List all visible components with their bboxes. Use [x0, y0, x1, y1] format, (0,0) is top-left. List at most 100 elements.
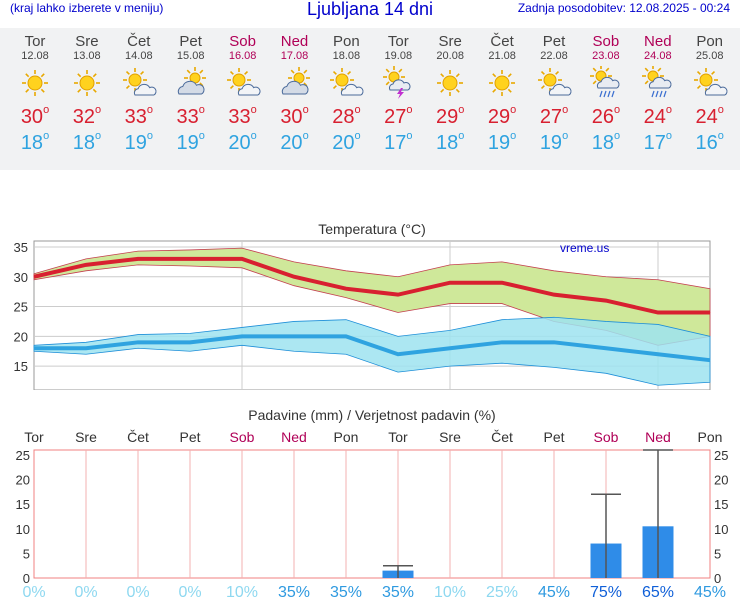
day-name: Pet [542, 33, 566, 50]
max-temperature-value: 24 [643, 106, 666, 128]
data-point [137, 258, 139, 260]
degree-mark: o [510, 104, 517, 116]
data-point [657, 312, 659, 314]
chart-title: Padavine (mm) / Verjetnost padavin (%) [248, 407, 495, 423]
max-temperature-value: 33 [176, 106, 199, 128]
x-tick-label: Pet [543, 429, 564, 445]
data-point [605, 347, 607, 349]
max-temperature-value: 33 [124, 106, 147, 128]
day-name: Sob [592, 33, 620, 50]
precipitation-chart: Padavine (mm) / Verjetnost padavin (%) To… [16, 407, 729, 600]
degree-mark: o [250, 130, 257, 142]
sun-cloud-icon [217, 66, 269, 102]
degree-mark: o [665, 104, 672, 116]
sun-cloud-icon [113, 66, 165, 102]
day-date: 14.08 [125, 50, 153, 62]
min-temperature-value: 20 [280, 132, 303, 154]
data-point [553, 294, 555, 296]
sunny-icon [476, 66, 528, 102]
sunny-icon [61, 66, 113, 102]
max-temperature-value: 27 [384, 106, 407, 128]
day-name: Čet [490, 33, 514, 50]
forecast-day: Čet 21.08 29o 19o [476, 28, 528, 158]
degree-mark: o [94, 104, 102, 116]
cloudy-icon [165, 66, 217, 102]
data-point [85, 264, 87, 266]
precipitation-probability: 10% [226, 584, 258, 600]
max-temperature-value: 29 [487, 106, 511, 128]
data-point [293, 335, 295, 337]
max-temperature-value: 33 [228, 106, 251, 128]
degree-mark: o [198, 130, 205, 142]
degree-mark: o [406, 104, 413, 116]
data-point [553, 341, 555, 343]
min-temperature: 17o [632, 130, 684, 158]
y-tick-label: 5 [23, 546, 30, 561]
data-point [657, 353, 659, 355]
day-date: 20.08 [436, 50, 464, 62]
x-tick-label: Pet [179, 429, 200, 445]
day-name: Sob [229, 33, 256, 50]
degree-mark: o [354, 104, 361, 116]
degree-mark: o [146, 104, 153, 116]
max-temperature: 29o [476, 104, 528, 132]
degree-mark: o [302, 130, 309, 142]
min-temperature: 17o [372, 130, 424, 158]
min-temperature-value: 16 [695, 132, 718, 154]
x-tick-label: Ned [645, 429, 671, 445]
x-tick-label: Sre [439, 429, 461, 445]
x-tick-label: Pon [334, 429, 359, 445]
sunny-icon [424, 66, 476, 102]
degree-mark: o [665, 130, 672, 142]
degree-mark: o [43, 130, 50, 142]
cloudy-icon [269, 66, 321, 102]
precipitation-probability: 65% [642, 584, 674, 600]
min-temperature: 19o [476, 130, 528, 158]
y-tick-label: 25 [14, 300, 28, 315]
day-name: Sre [438, 33, 462, 50]
min-temperature: 18o [424, 130, 476, 158]
series-line [33, 256, 710, 315]
min-temperature-value: 19 [487, 132, 511, 154]
forecast-day: Tor 19.08 27o 17o [372, 28, 424, 158]
data-point [137, 341, 139, 343]
day-name: Tor [387, 33, 409, 50]
max-temperature: 28o [320, 104, 372, 132]
forecast-day: Ned 24.08 24o 17o [632, 28, 684, 158]
min-temperature-value: 19 [539, 132, 563, 154]
min-temperature-value: 18 [72, 132, 95, 154]
min-temperature: 19o [165, 130, 217, 158]
min-temperature: 18o [9, 130, 61, 158]
degree-mark: o [717, 130, 724, 142]
x-tick-label: Sre [75, 429, 97, 445]
min-temperature: 16o [684, 130, 736, 158]
min-temperature-value: 19 [176, 132, 199, 154]
min-temperature-value: 17 [643, 132, 666, 154]
precipitation-probability: 35% [382, 584, 414, 600]
max-temperature: 24o [632, 104, 684, 132]
min-temperature: 18o [61, 130, 113, 158]
rain-icon [580, 65, 632, 102]
forecast-day: Sob 23.08 26o 18o [580, 28, 632, 158]
data-point [709, 359, 711, 361]
precipitation-probability: 25% [486, 584, 518, 600]
degree-mark: o [302, 104, 309, 116]
day-name: Sre [75, 33, 99, 50]
chart-title: Temperatura (°C) [318, 221, 426, 237]
day-name: Tor [24, 33, 46, 50]
degree-mark: o [613, 104, 621, 116]
sun-cloud-icon [684, 66, 736, 102]
precipitation-probability: 35% [278, 584, 310, 600]
data-point [189, 341, 191, 343]
data-point [189, 258, 191, 260]
thunderstorm-icon [372, 66, 424, 102]
y-tick-label: 0 [23, 571, 30, 586]
day-date: 25.08 [695, 50, 724, 62]
x-tick-label: Čet [491, 429, 513, 445]
forecast-day: Sre 13.08 32o 18o [61, 28, 113, 158]
max-temperature-value: 29 [436, 106, 459, 128]
data-point [345, 335, 347, 337]
sun-cloud-icon [528, 66, 580, 102]
min-temperature: 19o [528, 130, 580, 158]
x-tick-label: Ned [281, 429, 307, 445]
